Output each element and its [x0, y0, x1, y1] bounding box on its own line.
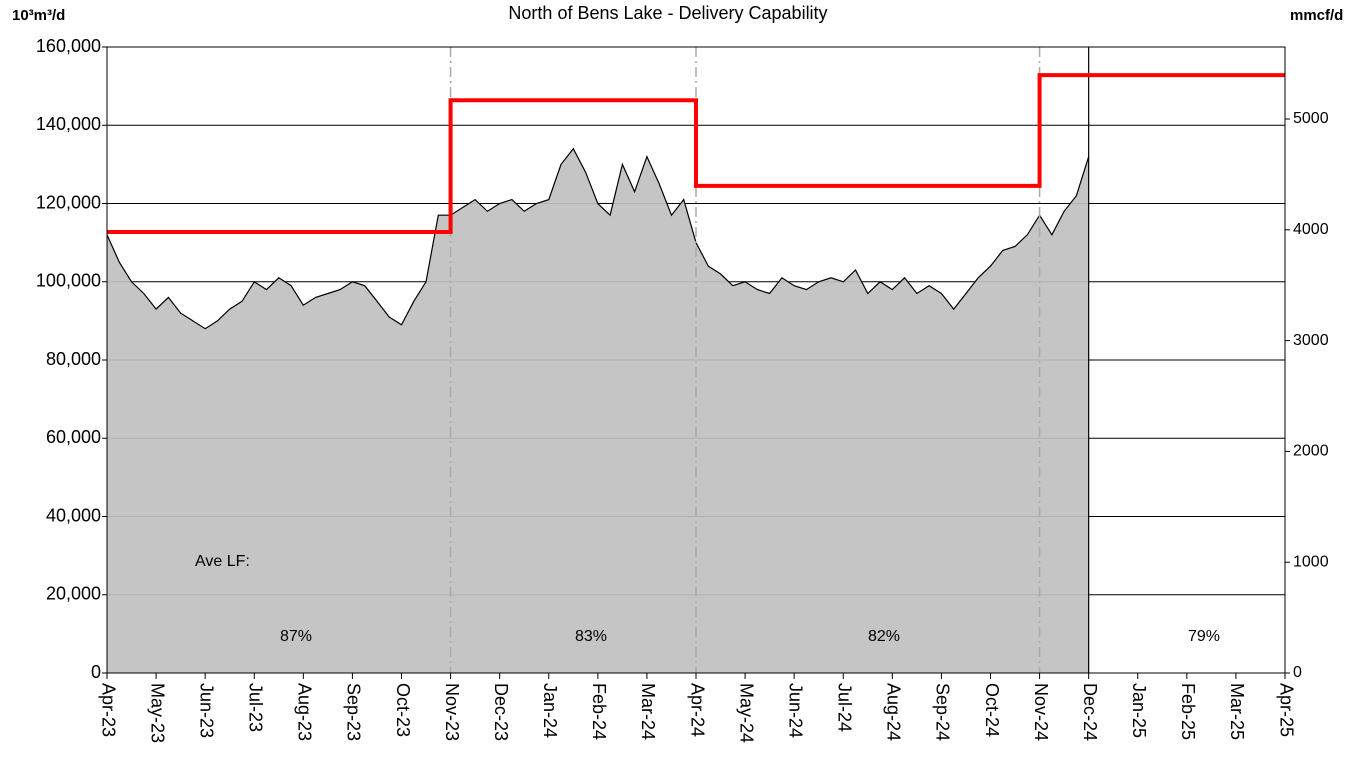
y2-tick-label: 2000 — [1293, 443, 1329, 460]
x-tick-label: Sep-23 — [344, 683, 364, 741]
y2-tick-label: 4000 — [1293, 221, 1329, 238]
x-tick-label: May-23 — [147, 683, 167, 743]
x-tick-label: Aug-23 — [295, 683, 315, 741]
x-tick-label: Mar-24 — [638, 683, 658, 740]
y-tick-label: 140,000 — [36, 114, 101, 134]
capacity-line — [107, 73, 1285, 235]
y2-tick-label: 1000 — [1293, 553, 1329, 570]
x-tick-label: Oct-23 — [393, 683, 413, 737]
x-tick-label: Jul-23 — [246, 683, 266, 732]
x-tick-label: Nov-24 — [1031, 683, 1051, 741]
y-tick-label: 0 — [91, 662, 101, 682]
chart-title: North of Bens Lake - Delivery Capability — [508, 3, 827, 23]
x-tick-label: Feb-24 — [589, 683, 609, 740]
x-tick-label: Apr-25 — [1276, 683, 1296, 737]
y-tick-label: 40,000 — [46, 505, 101, 525]
x-tick-label: Mar-25 — [1227, 683, 1247, 740]
annotation: 83% — [575, 628, 607, 645]
line — [106, 147, 1090, 330]
x-tick-label: Nov-23 — [442, 683, 462, 741]
x-tick-label: Aug-24 — [884, 683, 904, 741]
x-tick-label: Apr-24 — [687, 683, 707, 737]
annotation: 87% — [280, 628, 312, 645]
y-tick-label: 100,000 — [36, 271, 101, 291]
y-tick-label: 160,000 — [36, 36, 101, 56]
x-tick-label: Sep-24 — [933, 683, 953, 741]
x-tick-label: Jun-24 — [785, 683, 805, 738]
y2-tick-label: 0 — [1293, 664, 1302, 681]
y-tick-label: 80,000 — [46, 349, 101, 369]
x-tick-label: Jan-24 — [540, 683, 560, 738]
y2-axis-label: mmcf/d — [1290, 7, 1343, 24]
y2-tick-label: 3000 — [1293, 332, 1329, 349]
x-tick-label: Dec-23 — [491, 683, 511, 741]
x-tick-label: Feb-25 — [1178, 683, 1198, 740]
annotation: 82% — [868, 628, 900, 645]
area — [107, 148, 1089, 673]
x-tick-label: Jul-24 — [835, 683, 855, 732]
x-tick-label: Dec-24 — [1080, 683, 1100, 741]
annotation: Ave LF: — [195, 553, 250, 570]
annotation: 79% — [1188, 628, 1220, 645]
x-tick-label: Jan-25 — [1129, 683, 1149, 738]
x-tick-label: Apr-23 — [98, 683, 118, 737]
y-tick-label: 120,000 — [36, 192, 101, 212]
y-tick-label: 60,000 — [46, 427, 101, 447]
x-tick-label: May-24 — [736, 683, 756, 743]
y2-tick-label: 5000 — [1293, 110, 1329, 127]
x-tick-label: Oct-24 — [982, 683, 1002, 737]
y-axis-label: 10³m³/d — [12, 7, 65, 24]
x-tick-label: Jun-23 — [196, 683, 216, 738]
y-tick-label: 20,000 — [46, 584, 101, 604]
